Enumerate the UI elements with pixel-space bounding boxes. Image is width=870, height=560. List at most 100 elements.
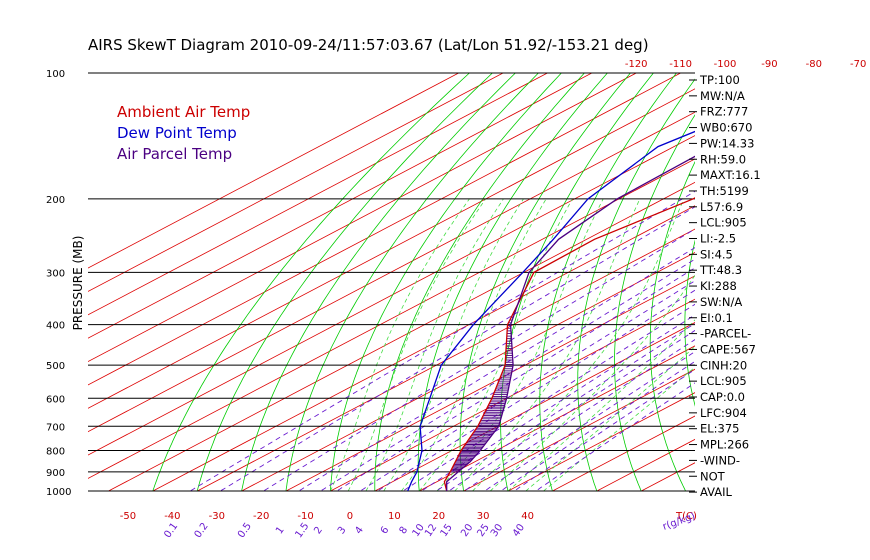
dry-adiabat-line bbox=[751, 73, 825, 500]
mixing-ratio-tick-label: 0.2 bbox=[193, 521, 211, 540]
isotherm-line bbox=[88, 135, 695, 456]
index-value: KI:288 bbox=[700, 279, 737, 293]
isotherm-line bbox=[88, 73, 460, 269]
isotherm-line bbox=[196, 228, 695, 491]
isotherm-line bbox=[88, 111, 695, 433]
x-bottom-unit-label: T(C) bbox=[675, 511, 697, 522]
legend: Ambient Air Temp Dew Point Temp Air Parc… bbox=[117, 103, 250, 163]
series-air-parcel-temp bbox=[446, 155, 695, 491]
y-tick-label: 700 bbox=[46, 422, 65, 433]
index-value: TH:5199 bbox=[699, 184, 749, 198]
x-top-tick-label: -110 bbox=[669, 59, 692, 70]
dry-adiabat-line bbox=[614, 114, 695, 491]
moist-adiabat-line bbox=[330, 198, 470, 491]
dry-adiabat-line bbox=[845, 73, 870, 500]
mixing-ratio-line bbox=[499, 360, 695, 491]
x-top-tick-label: -90 bbox=[761, 59, 777, 70]
isotherm-line bbox=[240, 251, 695, 491]
isotherm-line bbox=[152, 205, 695, 491]
x-bottom-tick-label: 10 bbox=[388, 511, 401, 522]
index-value: SI:4.5 bbox=[700, 247, 733, 261]
mixing-ratio-line bbox=[483, 351, 695, 491]
isotherm-line bbox=[88, 73, 593, 339]
x-bottom-tick-label: -10 bbox=[297, 511, 313, 522]
dry-adiabat-line bbox=[684, 239, 695, 407]
y-tick-label: 400 bbox=[46, 321, 65, 332]
index-value: MPL:266 bbox=[700, 438, 749, 452]
isotherm-line bbox=[285, 275, 695, 491]
x-top-tick-label: -120 bbox=[625, 59, 648, 70]
x-bottom-tick-label: -30 bbox=[209, 511, 225, 522]
isotherm-line bbox=[88, 73, 682, 386]
isotherm-line bbox=[462, 368, 695, 491]
mixing-ratio-line bbox=[376, 289, 695, 491]
mixing-ratio-tick-label: 2 bbox=[312, 525, 325, 537]
series-dew-point-temp bbox=[407, 130, 695, 491]
x-bottom-tick-label: -20 bbox=[253, 511, 269, 522]
dry-adiabat-line bbox=[196, 73, 493, 491]
cape-shading bbox=[450, 313, 515, 473]
index-value: NOT bbox=[700, 469, 726, 483]
index-value: -PARCEL- bbox=[700, 327, 751, 341]
dry-adiabat-line bbox=[539, 73, 677, 491]
x-bottom-tick-label: -40 bbox=[164, 511, 180, 522]
y-tick-label: 800 bbox=[46, 446, 65, 457]
index-value: PW:14.33 bbox=[700, 136, 754, 150]
x-top-tick-label: -80 bbox=[806, 59, 822, 70]
index-value: LCL:905 bbox=[700, 216, 747, 230]
dry-adiabat-line bbox=[152, 73, 470, 491]
mixing-ratio-tick-label: 20 bbox=[459, 522, 475, 539]
moist-adiabat-line bbox=[472, 198, 685, 491]
index-value: L57:6.9 bbox=[700, 200, 743, 214]
mixing-ratio-tick-label: 8 bbox=[398, 525, 411, 537]
mixing-ratio-tick-label: 15 bbox=[439, 522, 455, 539]
mixing-ratio-tick-label: 0.5 bbox=[236, 521, 254, 540]
mixing-ratio-line bbox=[401, 303, 695, 491]
index-value: LCL:905 bbox=[700, 374, 747, 388]
index-value: TT:48.3 bbox=[699, 263, 742, 277]
y-tick-label: 200 bbox=[46, 195, 65, 206]
index-value: LFC:904 bbox=[700, 406, 747, 420]
mixing-ratio-tick-label: 40 bbox=[511, 522, 527, 539]
index-value: FRZ:777 bbox=[700, 105, 748, 119]
index-value: RH:59.0 bbox=[700, 152, 746, 166]
x-top-tick-label: -100 bbox=[714, 59, 737, 70]
index-value: AVAIL bbox=[700, 485, 733, 499]
mixing-ratio-tick-label: 3 bbox=[336, 525, 349, 537]
y-tick-label: 500 bbox=[46, 361, 65, 372]
y-axis-label: PRESSURE (MB) bbox=[71, 236, 85, 331]
index-value: SW:N/A bbox=[700, 295, 742, 309]
index-value: TP:100 bbox=[699, 73, 740, 87]
isotherm-line bbox=[551, 415, 695, 491]
isotherm-line bbox=[88, 73, 504, 292]
x-bottom-tick-label: 20 bbox=[432, 511, 445, 522]
moist-adiabat-line bbox=[383, 198, 524, 491]
index-value: MW:N/A bbox=[700, 89, 745, 103]
legend-air-parcel-temp: Air Parcel Temp bbox=[117, 145, 232, 163]
index-value: CINH:20 bbox=[700, 358, 747, 372]
dry-adiabat-line bbox=[285, 73, 539, 491]
index-value: LI:-2.5 bbox=[700, 232, 736, 246]
isotherm-line bbox=[329, 298, 695, 491]
index-value: CAP:0.0 bbox=[700, 390, 745, 404]
index-value: EI:0.1 bbox=[700, 311, 733, 325]
y-tick-label: 1000 bbox=[46, 487, 71, 498]
index-value: MAXT:16.1 bbox=[700, 168, 761, 182]
series-ambient-air-temp bbox=[443, 197, 695, 491]
index-value: EL:375 bbox=[700, 422, 740, 436]
mixing-ratio-tick-label: 1 bbox=[274, 525, 287, 537]
x-bottom-tick-label: -50 bbox=[120, 511, 136, 522]
mixing-ratio-tick-label: 4 bbox=[353, 525, 366, 537]
mixing-ratio-tick-label: 0.1 bbox=[162, 521, 180, 540]
dry-adiabat-line bbox=[815, 73, 870, 500]
legend-dew-point-temp: Dew Point Temp bbox=[117, 124, 237, 142]
mixing-ratio-line bbox=[262, 228, 695, 491]
mixing-ratio-tick-label: 6 bbox=[379, 525, 392, 537]
mixing-ratio-tick-label: 1.5 bbox=[293, 521, 311, 540]
x-top-tick-label: -70 bbox=[850, 59, 866, 70]
dry-adiabat-line bbox=[417, 73, 608, 491]
index-value: -WIND- bbox=[700, 453, 740, 467]
